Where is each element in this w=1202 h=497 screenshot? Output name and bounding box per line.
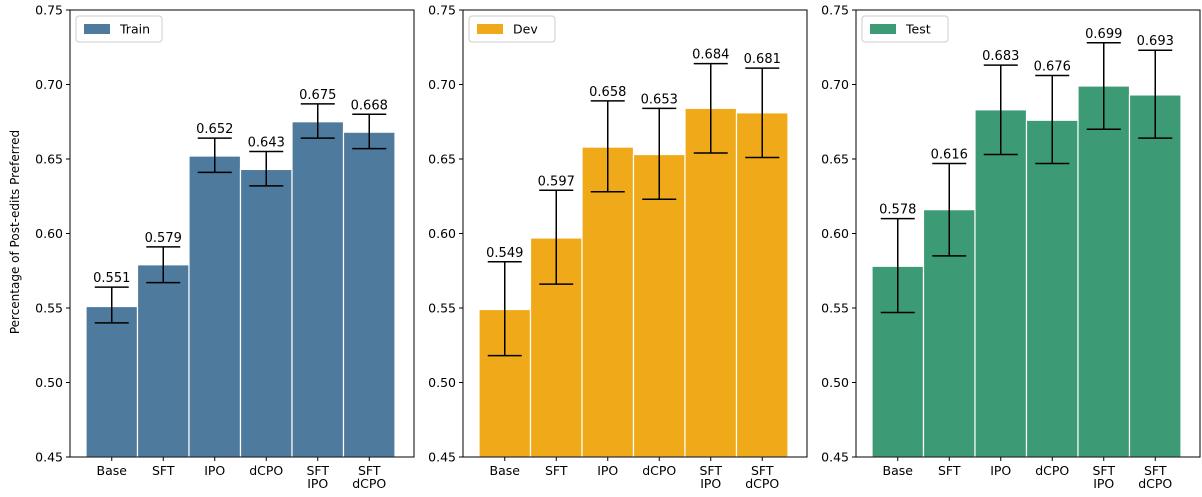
x-tick-label: SFT xyxy=(1092,463,1115,478)
x-tick-label: IPO xyxy=(1093,476,1114,491)
x-tick-label: dCPO xyxy=(1138,476,1172,491)
y-tick-label: 0.65 xyxy=(821,152,849,167)
x-tick-label: IPO xyxy=(204,463,225,478)
y-tick-label: 0.60 xyxy=(821,226,849,241)
data-label: 0.652 xyxy=(196,122,233,137)
bar-2 xyxy=(136,264,190,458)
bar-6 xyxy=(342,131,396,458)
bar-6 xyxy=(1128,94,1182,458)
data-label: 0.681 xyxy=(744,52,781,67)
bar-5 xyxy=(684,107,738,458)
bar-5 xyxy=(1077,85,1131,458)
x-tick-label: Base xyxy=(883,463,914,478)
legend-swatch xyxy=(870,24,896,34)
y-tick-label: 0.65 xyxy=(428,152,456,167)
x-tick-label: dCPO xyxy=(249,463,283,478)
y-tick-label: 0.55 xyxy=(821,301,849,316)
x-tick-label: dCPO xyxy=(642,463,676,478)
x-tick-label: SFT xyxy=(152,463,175,478)
legend-box xyxy=(75,15,163,43)
data-label: 0.675 xyxy=(299,88,336,103)
data-label: 0.579 xyxy=(145,231,182,246)
chart-panel-dev: 0.549 0.597 0.658 0.653 0.684 0.681 0.45 0.50 0.… xyxy=(428,3,808,491)
y-tick-label: 0.70 xyxy=(428,77,456,92)
y-tick-label: 0.55 xyxy=(35,301,63,316)
bar-3 xyxy=(974,109,1028,458)
data-label: 0.668 xyxy=(351,98,388,113)
y-tick-label: 0.75 xyxy=(821,3,849,18)
x-tick-label: dCPO xyxy=(745,476,779,491)
x-tick-label: IPO xyxy=(700,476,721,491)
y-tick-label: 0.75 xyxy=(35,3,63,18)
legend: Dev xyxy=(468,15,556,43)
data-label: 0.683 xyxy=(982,49,1019,64)
x-tick-label: IPO xyxy=(307,476,328,491)
y-tick-label: 0.50 xyxy=(35,375,63,390)
x-tick-label: SFT xyxy=(545,463,568,478)
x-tick-label: SFT xyxy=(751,463,774,478)
x-tick-label: Base xyxy=(490,463,521,478)
data-label: 0.597 xyxy=(538,174,575,189)
x-tick-label: IPO xyxy=(990,463,1011,478)
y-tick-label: 0.50 xyxy=(428,375,456,390)
data-label: 0.616 xyxy=(931,147,968,162)
bar-4 xyxy=(632,153,686,458)
y-tick-label: 0.45 xyxy=(428,450,456,465)
data-label: 0.653 xyxy=(641,92,678,107)
x-tick-label: dCPO xyxy=(352,476,386,491)
bar-6 xyxy=(735,112,789,458)
bar-3 xyxy=(188,155,242,458)
data-label: 0.643 xyxy=(248,136,285,151)
y-axis-label: Percentage of Post-edits Preferred xyxy=(8,130,22,334)
x-tick-label: SFT xyxy=(938,463,961,478)
x-tick-label: SFT xyxy=(306,463,329,478)
y-tick-label: 0.70 xyxy=(35,77,63,92)
bar-1 xyxy=(85,305,139,458)
y-tick-label: 0.75 xyxy=(428,3,456,18)
legend: Test xyxy=(861,15,949,43)
chart-panel-test: 0.578 0.616 0.683 0.676 0.699 0.693 0.45 0.50 0.… xyxy=(821,3,1201,491)
x-tick-label: SFT xyxy=(699,463,722,478)
x-tick-label: SFT xyxy=(1144,463,1167,478)
x-tick-label: SFT xyxy=(358,463,381,478)
bar-3 xyxy=(581,146,635,458)
bar-5 xyxy=(291,121,345,458)
legend-swatch xyxy=(477,24,503,34)
legend-label: Train xyxy=(119,22,150,37)
y-tick-label: 0.45 xyxy=(821,450,849,465)
bar-4 xyxy=(239,168,293,458)
x-tick-label: dCPO xyxy=(1035,463,1069,478)
legend-label: Test xyxy=(905,22,931,37)
legend-box xyxy=(468,15,556,43)
x-tick-label: IPO xyxy=(597,463,618,478)
data-label: 0.549 xyxy=(486,246,523,261)
bar-4 xyxy=(1025,119,1079,458)
chart-panel-train: 0.551 0.579 0.652 0.643 0.675 0.668 0.45 0.50 0.… xyxy=(35,3,415,491)
y-tick-label: 0.60 xyxy=(35,226,63,241)
y-tick-label: 0.60 xyxy=(428,226,456,241)
data-label: 0.578 xyxy=(879,203,916,218)
y-tick-label: 0.50 xyxy=(821,375,849,390)
data-label: 0.693 xyxy=(1137,34,1174,49)
data-label: 0.676 xyxy=(1034,60,1071,75)
legend-swatch xyxy=(84,24,110,34)
data-label: 0.684 xyxy=(692,48,729,63)
data-label: 0.699 xyxy=(1085,27,1122,42)
y-tick-label: 0.55 xyxy=(428,301,456,316)
data-label: 0.658 xyxy=(589,85,626,100)
legend: Train xyxy=(75,15,163,43)
legend-box xyxy=(861,15,949,43)
y-tick-label: 0.70 xyxy=(821,77,849,92)
data-label: 0.551 xyxy=(93,271,130,286)
y-tick-label: 0.65 xyxy=(35,152,63,167)
legend-label: Dev xyxy=(513,22,538,37)
x-tick-label: Base xyxy=(97,463,128,478)
y-tick-label: 0.45 xyxy=(35,450,63,465)
